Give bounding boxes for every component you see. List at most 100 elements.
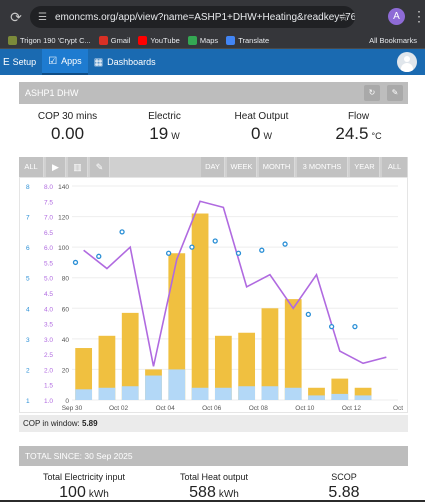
x-tick-label: Oct 10 — [295, 405, 315, 412]
bookmark-item[interactable]: Gmail — [98, 36, 130, 45]
nav-apps[interactable]: ☑ Apps — [42, 49, 88, 75]
daily-cop-point — [282, 241, 288, 247]
heat-bar — [191, 213, 209, 400]
annotate-icon[interactable]: ✎ — [90, 157, 110, 177]
y-tick-cop: 1.0 — [44, 398, 53, 405]
site-settings-icon[interactable]: ☰ — [38, 11, 47, 23]
y-tick-kwh: 0 — [65, 398, 69, 405]
user-avatar[interactable] — [397, 52, 417, 72]
daily-cop-point — [96, 253, 102, 259]
total-unit: kWh — [218, 489, 239, 500]
stat-value-wrap: 19 W — [116, 124, 213, 144]
setup-icon: E — [3, 56, 10, 68]
daily-cop-point — [165, 250, 172, 256]
stat-value: 24.5 — [335, 124, 369, 143]
cop-line — [83, 200, 387, 367]
y-tick-cop: 5.5 — [44, 260, 53, 267]
cop-window-value: 5.89 — [82, 419, 98, 428]
y-tick-outer: 3 — [26, 337, 30, 344]
reload-icon[interactable]: ⟳ — [10, 9, 22, 25]
total-label: SCOP — [331, 472, 357, 482]
all-bookmarks[interactable]: All Bookmarks — [369, 36, 417, 45]
electric-bar — [284, 387, 302, 400]
bookmark-item[interactable]: Trigon 190 'Crypt C... — [8, 36, 91, 45]
range-week-button[interactable]: WEEK — [227, 157, 257, 177]
browser-toolbar: ⟳ ☰ emoncms.org/app/view?name=ASHP1+DHW+… — [0, 0, 425, 33]
total-electricity: Total Electricity input 100 kWh — [19, 468, 149, 502]
browser-menu-icon[interactable]: ⋮ — [412, 8, 425, 24]
y-tick-cop: 3.0 — [44, 337, 53, 344]
range-3months-button[interactable]: 3 MONTHS — [297, 157, 348, 177]
app-navbar: E Setup ☑ Apps ▦ Dashboards — [0, 49, 425, 75]
y-tick-outer: 8 — [26, 184, 30, 191]
y-tick-cop: 1.5 — [44, 383, 53, 390]
daily-cop-point — [212, 238, 218, 244]
avatar-head-shape — [404, 56, 410, 62]
panel-title: ASHP1 DHW — [25, 88, 79, 98]
electric-bar — [261, 386, 279, 400]
y-tick-kwh: 100 — [58, 245, 69, 252]
bookmark-item[interactable]: YouTube — [138, 36, 180, 45]
cop-window-label: COP in window: — [23, 419, 80, 428]
avatar-body-shape — [401, 63, 413, 72]
refresh-icon[interactable]: ↻ — [364, 85, 380, 101]
range-year-button[interactable]: YEAR — [350, 157, 380, 177]
heat-bar — [238, 332, 256, 400]
heat-bar — [98, 335, 116, 400]
electric-bar — [121, 386, 139, 400]
y-tick-kwh: 120 — [58, 215, 69, 222]
nav-dashboards[interactable]: ▦ Dashboards — [93, 56, 156, 68]
electric-bar — [75, 389, 93, 400]
daily-cop-point — [305, 311, 312, 318]
stat-electric: Electric 19 W — [116, 106, 213, 144]
youtube-icon — [138, 36, 148, 45]
electric-bar — [191, 387, 209, 400]
stat-label: Heat Output — [234, 111, 289, 122]
translate-icon — [226, 36, 236, 45]
live-stats: COP 30 mins 0.00 Electric 19 W Heat Outpu… — [19, 106, 408, 152]
bookmark-favicon-icon — [8, 36, 17, 45]
y-tick-cop: 7.5 — [44, 199, 53, 206]
range-all-button[interactable]: ALL — [382, 157, 408, 177]
energy-chart[interactable]: 0 20 40 60 80 100 120 140 1.0 1.5 2.0 2.5 3.0 3.5 4.0 4… — [19, 177, 408, 413]
stat-cop: COP 30 mins 0.00 — [19, 106, 116, 144]
y-tick-cop: 2.5 — [44, 352, 53, 359]
x-tick-label: Oct — [393, 405, 403, 412]
bookmark-star-icon[interactable]: ☆ — [338, 10, 349, 24]
y-tick-cop: 6.0 — [44, 245, 53, 252]
all-button-left[interactable]: ALL — [19, 157, 44, 177]
bookmark-item[interactable]: Translate — [226, 36, 269, 45]
electric-bar — [238, 386, 256, 400]
total-label: Total Heat output — [179, 472, 249, 482]
x-tick-label: Oct 08 — [249, 405, 269, 412]
time-range-toolbar: ALL ▶ ▥ ✎ DAY WEEK MONTH 3 MONTHS YEAR A… — [19, 157, 408, 177]
stat-flow: Flow 24.5 °C — [310, 106, 407, 144]
stat-unit: W — [171, 131, 180, 141]
maps-icon — [187, 36, 197, 45]
bar-view-icon[interactable]: ▥ — [68, 157, 88, 177]
stat-value: 0.00 — [50, 124, 85, 143]
range-month-button[interactable]: MONTH — [259, 157, 295, 177]
daily-cop-point — [259, 247, 265, 253]
totals-header: TOTAL SINCE: 30 Sep 2025 — [19, 446, 408, 466]
total-value: 588 — [189, 484, 216, 501]
heat-bar — [261, 308, 279, 400]
heat-bar — [214, 335, 232, 400]
bookmark-item[interactable]: Maps — [187, 36, 218, 45]
address-bar[interactable]: ☰ emoncms.org/app/view?name=ASHP1+DHW+He… — [30, 6, 355, 28]
chart-svg: 0 20 40 60 80 100 120 140 1.0 1.5 2.0 2.5 3.0 3.5 4.0 4… — [26, 184, 403, 412]
total-value: 100 — [59, 484, 86, 501]
total-value-wrap: 588 kWh — [149, 484, 279, 502]
total-value-wrap: 5.88 — [279, 484, 409, 502]
nav-setup[interactable]: E Setup — [3, 56, 37, 68]
stat-unit: °C — [371, 131, 382, 141]
total-scop: SCOP 5.88 — [279, 468, 409, 502]
play-icon[interactable]: ▶ — [46, 157, 66, 177]
wrench-icon[interactable]: ✎ — [387, 85, 403, 101]
range-day-button[interactable]: DAY — [201, 157, 225, 177]
total-unit: kWh — [88, 489, 109, 500]
profile-avatar[interactable]: A — [388, 8, 405, 25]
y-tick-kwh: 80 — [62, 276, 70, 283]
heat-bar — [168, 253, 186, 400]
